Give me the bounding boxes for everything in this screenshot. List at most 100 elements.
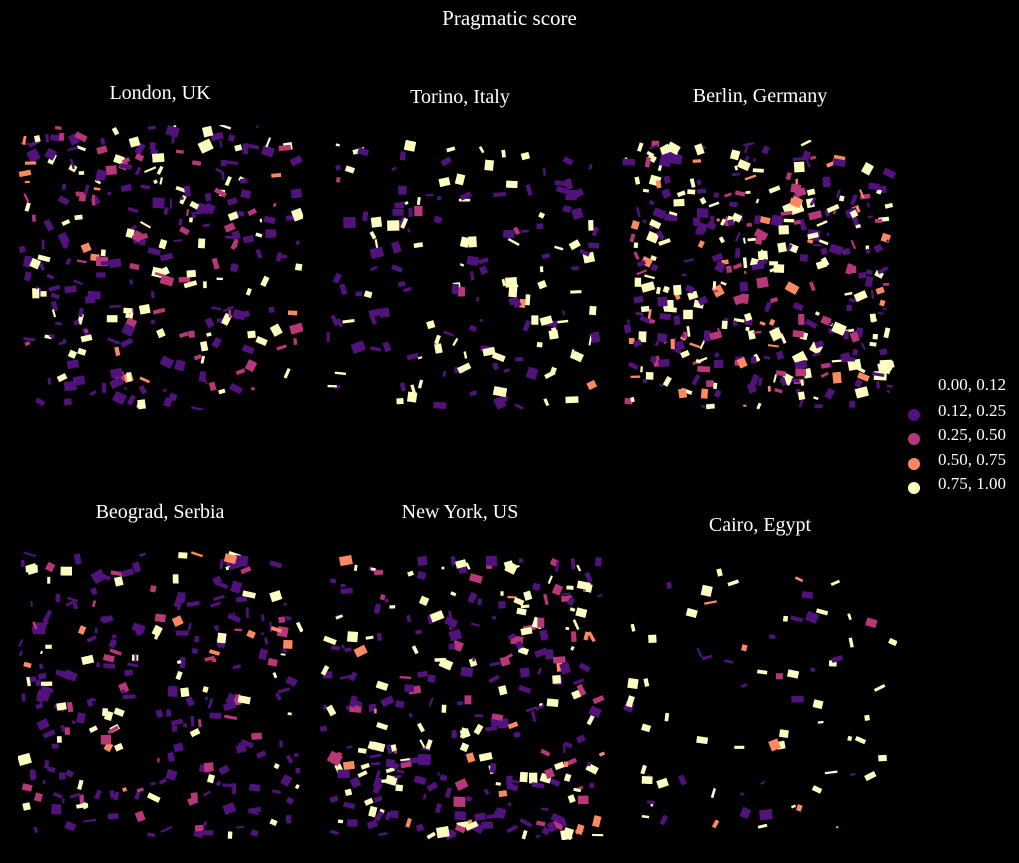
building (861, 162, 874, 176)
building (495, 807, 507, 816)
building (434, 802, 442, 814)
building (648, 144, 659, 150)
building (485, 555, 498, 567)
building (588, 767, 595, 773)
building (552, 675, 562, 684)
building (849, 265, 857, 274)
building (23, 271, 32, 282)
building (162, 388, 167, 393)
building (664, 213, 678, 222)
building (797, 391, 806, 401)
building (755, 198, 760, 204)
building (372, 781, 383, 795)
building (369, 314, 378, 325)
building (255, 336, 268, 346)
building (369, 265, 378, 272)
building (355, 291, 363, 297)
building (809, 667, 816, 673)
building (323, 635, 337, 646)
building (119, 163, 133, 170)
building (826, 203, 840, 214)
building (56, 702, 67, 711)
building (386, 744, 393, 755)
building (758, 808, 773, 821)
building (798, 313, 805, 325)
building (518, 558, 524, 563)
building (21, 783, 33, 792)
building (640, 366, 643, 373)
building (426, 320, 436, 330)
building (506, 824, 518, 834)
building (751, 263, 765, 271)
building (340, 583, 346, 588)
building (753, 228, 769, 241)
building (695, 221, 708, 234)
building (489, 661, 501, 667)
building (871, 371, 885, 378)
building (535, 820, 546, 827)
building (406, 228, 411, 233)
building (597, 593, 603, 598)
building (73, 553, 82, 565)
building (111, 634, 117, 639)
building (816, 220, 828, 227)
building (384, 811, 393, 821)
building (513, 597, 525, 606)
building (379, 594, 386, 601)
building (81, 654, 95, 666)
building (739, 792, 745, 797)
building (591, 226, 600, 237)
building (849, 331, 860, 343)
building (467, 236, 477, 248)
building (186, 269, 197, 278)
building (160, 825, 173, 833)
building (682, 331, 688, 339)
building (439, 774, 448, 782)
building (878, 311, 884, 315)
building (525, 294, 531, 306)
building (554, 245, 564, 251)
building (106, 315, 118, 323)
city-map (622, 140, 897, 410)
building (459, 263, 465, 267)
building (714, 351, 720, 358)
building (122, 787, 128, 792)
building (417, 753, 432, 766)
building (531, 315, 539, 325)
building (276, 344, 287, 351)
building (51, 743, 59, 749)
building (566, 757, 578, 766)
building (186, 600, 200, 607)
building (768, 738, 781, 752)
building (566, 597, 576, 606)
building (555, 185, 568, 195)
building (539, 629, 549, 641)
building (637, 142, 644, 152)
building (224, 176, 232, 187)
building (664, 712, 670, 722)
building (566, 205, 572, 212)
building (329, 829, 339, 836)
building (703, 330, 711, 342)
building (80, 242, 92, 254)
building (768, 185, 781, 194)
building (163, 397, 173, 408)
building (485, 726, 498, 732)
building (250, 829, 259, 837)
building (204, 317, 215, 329)
building (551, 820, 564, 831)
building (216, 632, 227, 644)
building (37, 672, 47, 680)
building (486, 565, 493, 569)
building (498, 600, 506, 609)
building (175, 630, 189, 636)
building (105, 165, 117, 176)
building (753, 214, 762, 225)
building (215, 167, 224, 174)
building (877, 363, 883, 374)
building (474, 714, 484, 718)
building (285, 675, 298, 687)
building (565, 626, 570, 631)
building (646, 150, 655, 158)
building (158, 238, 168, 250)
